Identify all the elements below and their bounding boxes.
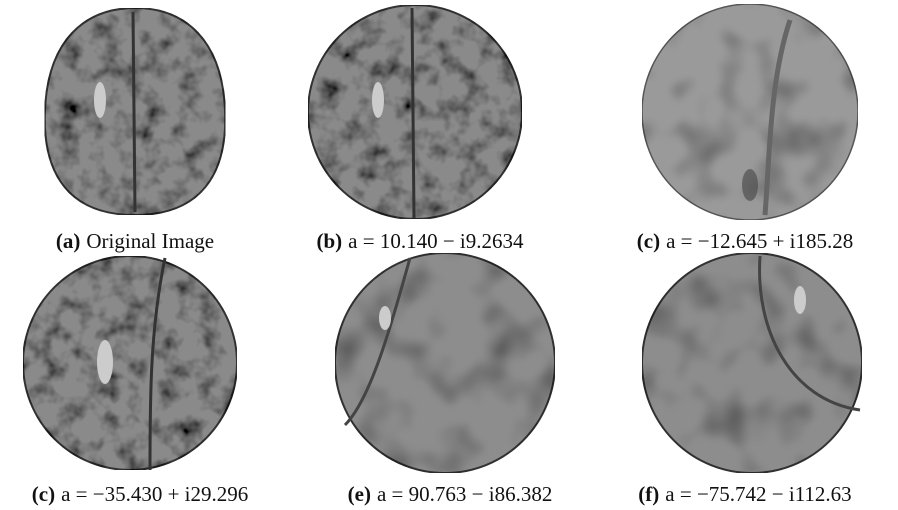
caption-text: Original Image	[86, 229, 214, 253]
panel-tag: (a)	[56, 229, 81, 253]
caption: (a)Original Image	[0, 229, 285, 254]
brain-image	[23, 256, 237, 470]
caption-text: a = −12.645 + i185.28	[666, 229, 853, 253]
caption: (e) a = 90.763 − i86.382	[300, 482, 600, 507]
caption: (f) a = −75.742 − i112.63	[595, 482, 895, 507]
caption-text: a = 90.763 − i86.382	[377, 482, 552, 506]
panel-tag: (f)	[638, 482, 659, 506]
panel-tag: (e)	[348, 482, 371, 506]
figure: (a)Original Image (b)a = 10.140 − i9.263…	[0, 0, 898, 510]
figure-images	[0, 0, 898, 510]
panel-tag: (c)	[32, 482, 55, 506]
brain-image	[335, 253, 555, 473]
brain-image	[308, 5, 522, 219]
caption-text: a = −75.742 − i112.63	[665, 482, 851, 506]
caption-text: a = 10.140 − i9.2634	[348, 229, 523, 253]
brain-image	[642, 253, 862, 473]
brain-image	[45, 8, 225, 215]
panel-tag: (c)	[637, 229, 660, 253]
caption: (b)a = 10.140 − i9.2634	[270, 229, 570, 254]
brain-image	[642, 4, 858, 220]
panel-tag: (b)	[316, 229, 342, 253]
caption: (c) a = −12.645 + i185.28	[595, 229, 895, 254]
caption-text: a = −35.430 + i29.296	[61, 482, 248, 506]
caption: (c) a = −35.430 + i29.296	[0, 482, 290, 507]
